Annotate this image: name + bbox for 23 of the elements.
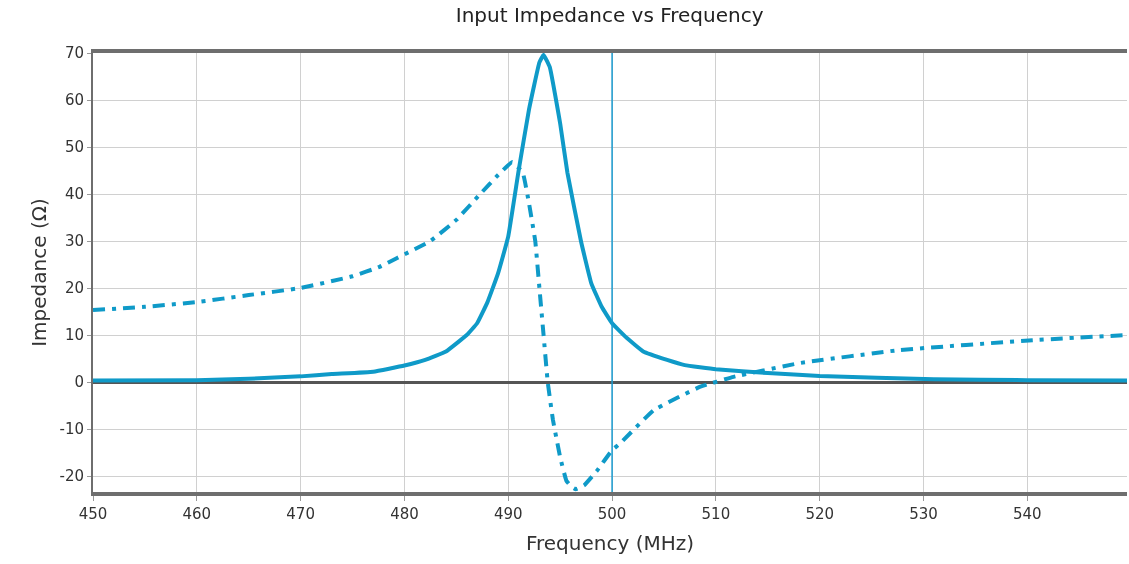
y-tick-label: 0 bbox=[74, 373, 84, 392]
y-tick-label: 60 bbox=[64, 91, 84, 110]
y-tick-label: 30 bbox=[64, 232, 84, 251]
y-tick-label: 10 bbox=[64, 326, 84, 345]
x-tick-label: 490 bbox=[493, 505, 523, 523]
x-tick-label: 470 bbox=[286, 505, 315, 523]
chart-title: Input Impedance vs Frequency bbox=[455, 3, 764, 28]
x-tick-label: 450 bbox=[78, 505, 108, 523]
y-tick-label: 20 bbox=[64, 279, 84, 298]
x-tick-label: 540 bbox=[1013, 505, 1042, 523]
x-tick-label: 520 bbox=[805, 505, 835, 523]
x-axis-title: Frequency (MHz) bbox=[525, 531, 695, 555]
x-tick-label: 510 bbox=[701, 505, 731, 523]
y-tick-label: 40 bbox=[64, 185, 84, 204]
y-tick-label: -10 bbox=[59, 420, 84, 439]
y-axis-title: Impedance (Ω) bbox=[26, 198, 51, 347]
x-tick-label: 480 bbox=[390, 505, 419, 523]
x-tick-label: 500 bbox=[597, 505, 627, 523]
y-tick-label: 50 bbox=[64, 138, 84, 157]
x-tick-label: 460 bbox=[182, 505, 212, 523]
x-tick-label: 530 bbox=[909, 505, 938, 523]
y-tick-label: -20 bbox=[59, 467, 84, 486]
y-tick-label: 70 bbox=[64, 44, 84, 63]
